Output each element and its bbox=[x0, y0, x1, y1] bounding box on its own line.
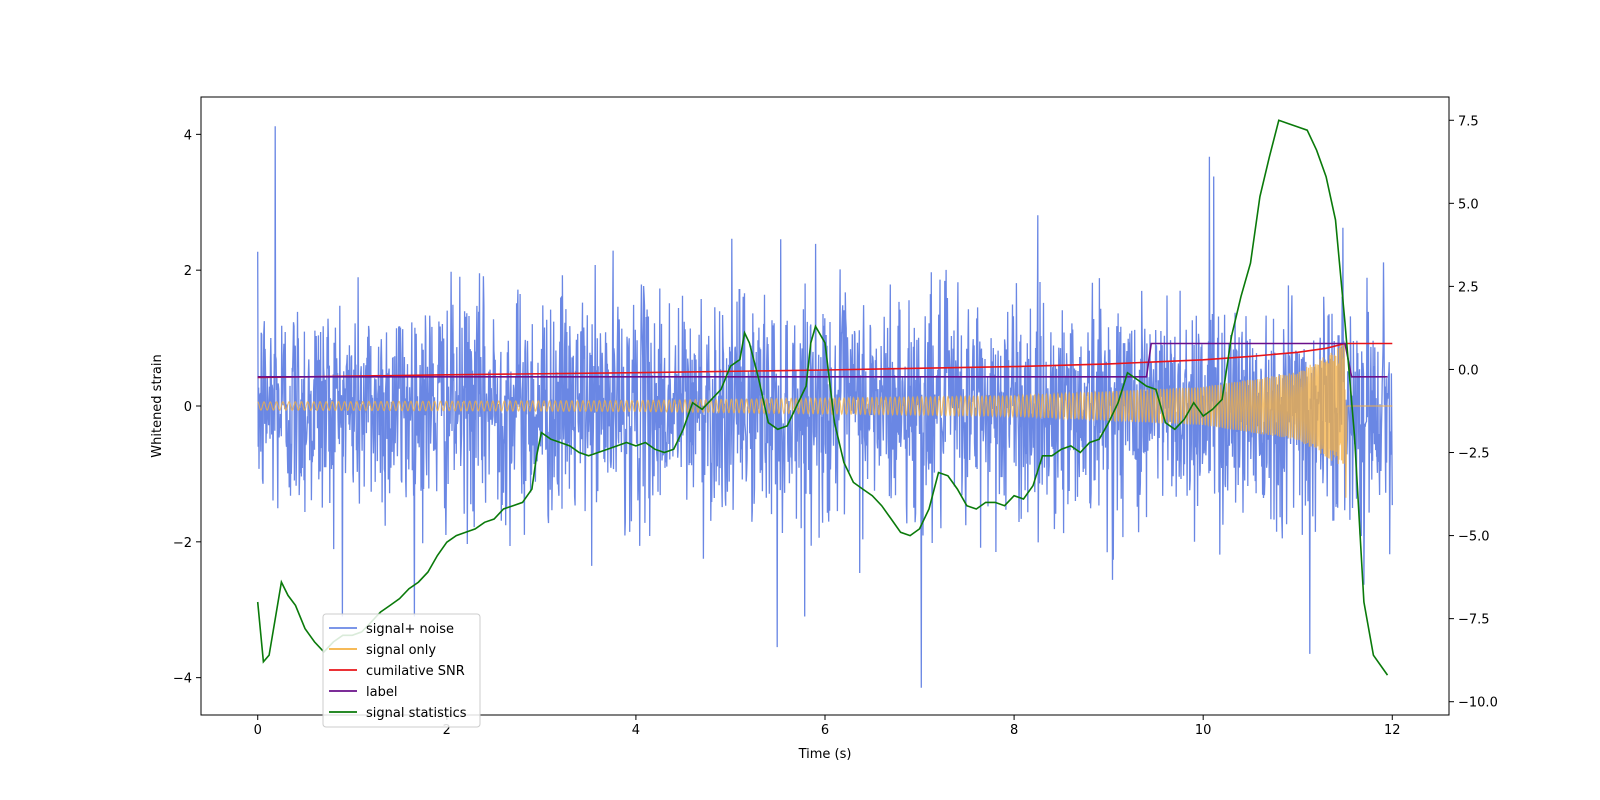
legend-label: signal statistics bbox=[366, 706, 467, 721]
y2-tick-label: 2.5 bbox=[1458, 280, 1479, 295]
y2-tick-label: −10.0 bbox=[1458, 696, 1498, 711]
legend-label: signal+ noise bbox=[366, 622, 454, 637]
y2-tick-label: 5.0 bbox=[1458, 197, 1479, 212]
y-tick-label: −2 bbox=[173, 536, 192, 551]
chart: 0 2 4 6 8 10 12−4−2024−10.0−7.5−5.0−2.50.02.55… bbox=[0, 0, 1600, 800]
y-axis-label: Whitened strain bbox=[150, 354, 165, 457]
y-tick-label: −4 bbox=[173, 672, 192, 687]
y2-tick-label: −7.5 bbox=[1458, 613, 1490, 628]
x-tick-label: 0 bbox=[254, 723, 262, 738]
legend-label: label bbox=[366, 685, 397, 700]
x-tick-label: 8 bbox=[1010, 723, 1018, 738]
legend-label: cumilative SNR bbox=[366, 664, 465, 679]
y2-tick-label: 0.0 bbox=[1458, 363, 1479, 378]
x-tick-label: 10 bbox=[1195, 723, 1212, 738]
y-tick-label: 4 bbox=[184, 128, 192, 143]
x-axis-label: Time (s) bbox=[798, 747, 852, 762]
y2-tick-label: 7.5 bbox=[1458, 114, 1479, 129]
y-tick-label: 0 bbox=[184, 400, 192, 415]
legend-label: signal only bbox=[366, 643, 436, 658]
y-tick-label: 2 bbox=[184, 264, 192, 279]
x-tick-label: 4 bbox=[632, 723, 640, 738]
x-tick-label: 6 bbox=[821, 723, 829, 738]
y2-tick-label: −5.0 bbox=[1458, 530, 1490, 545]
x-tick-label: 12 bbox=[1384, 723, 1401, 738]
legend: signal+ noise signal only cumilative SNR la… bbox=[323, 614, 480, 727]
y2-tick-label: −2.5 bbox=[1458, 447, 1490, 462]
